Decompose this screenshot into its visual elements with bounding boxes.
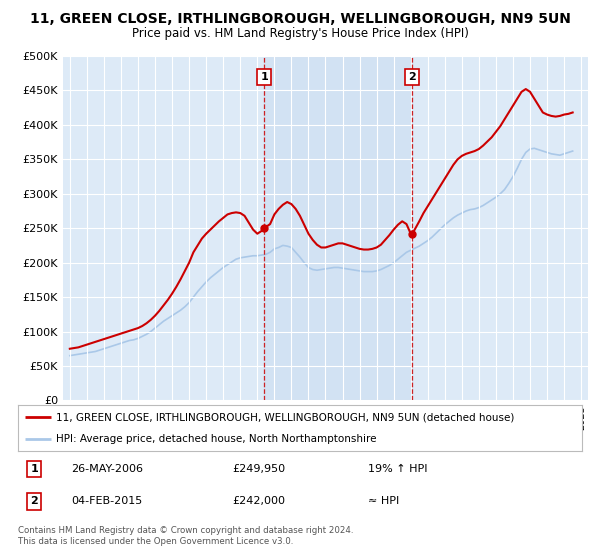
Text: £242,000: £242,000 bbox=[232, 496, 286, 506]
Text: 04-FEB-2015: 04-FEB-2015 bbox=[71, 496, 143, 506]
Text: ≈ HPI: ≈ HPI bbox=[368, 496, 399, 506]
Text: 1: 1 bbox=[31, 464, 38, 474]
Text: 1: 1 bbox=[260, 72, 268, 82]
Text: 2: 2 bbox=[409, 72, 416, 82]
Text: Contains HM Land Registry data © Crown copyright and database right 2024.
This d: Contains HM Land Registry data © Crown c… bbox=[18, 526, 353, 546]
Text: HPI: Average price, detached house, North Northamptonshire: HPI: Average price, detached house, Nort… bbox=[56, 435, 377, 444]
Text: 11, GREEN CLOSE, IRTHLINGBOROUGH, WELLINGBOROUGH, NN9 5UN (detached house): 11, GREEN CLOSE, IRTHLINGBOROUGH, WELLIN… bbox=[56, 412, 515, 422]
Text: Price paid vs. HM Land Registry's House Price Index (HPI): Price paid vs. HM Land Registry's House … bbox=[131, 27, 469, 40]
Text: 2: 2 bbox=[31, 496, 38, 506]
Bar bbox=[264, 56, 412, 400]
Text: 11, GREEN CLOSE, IRTHLINGBOROUGH, WELLINGBOROUGH, NN9 5UN: 11, GREEN CLOSE, IRTHLINGBOROUGH, WELLIN… bbox=[29, 12, 571, 26]
Text: 19% ↑ HPI: 19% ↑ HPI bbox=[368, 464, 427, 474]
Text: £249,950: £249,950 bbox=[232, 464, 286, 474]
Text: 26-MAY-2006: 26-MAY-2006 bbox=[71, 464, 143, 474]
